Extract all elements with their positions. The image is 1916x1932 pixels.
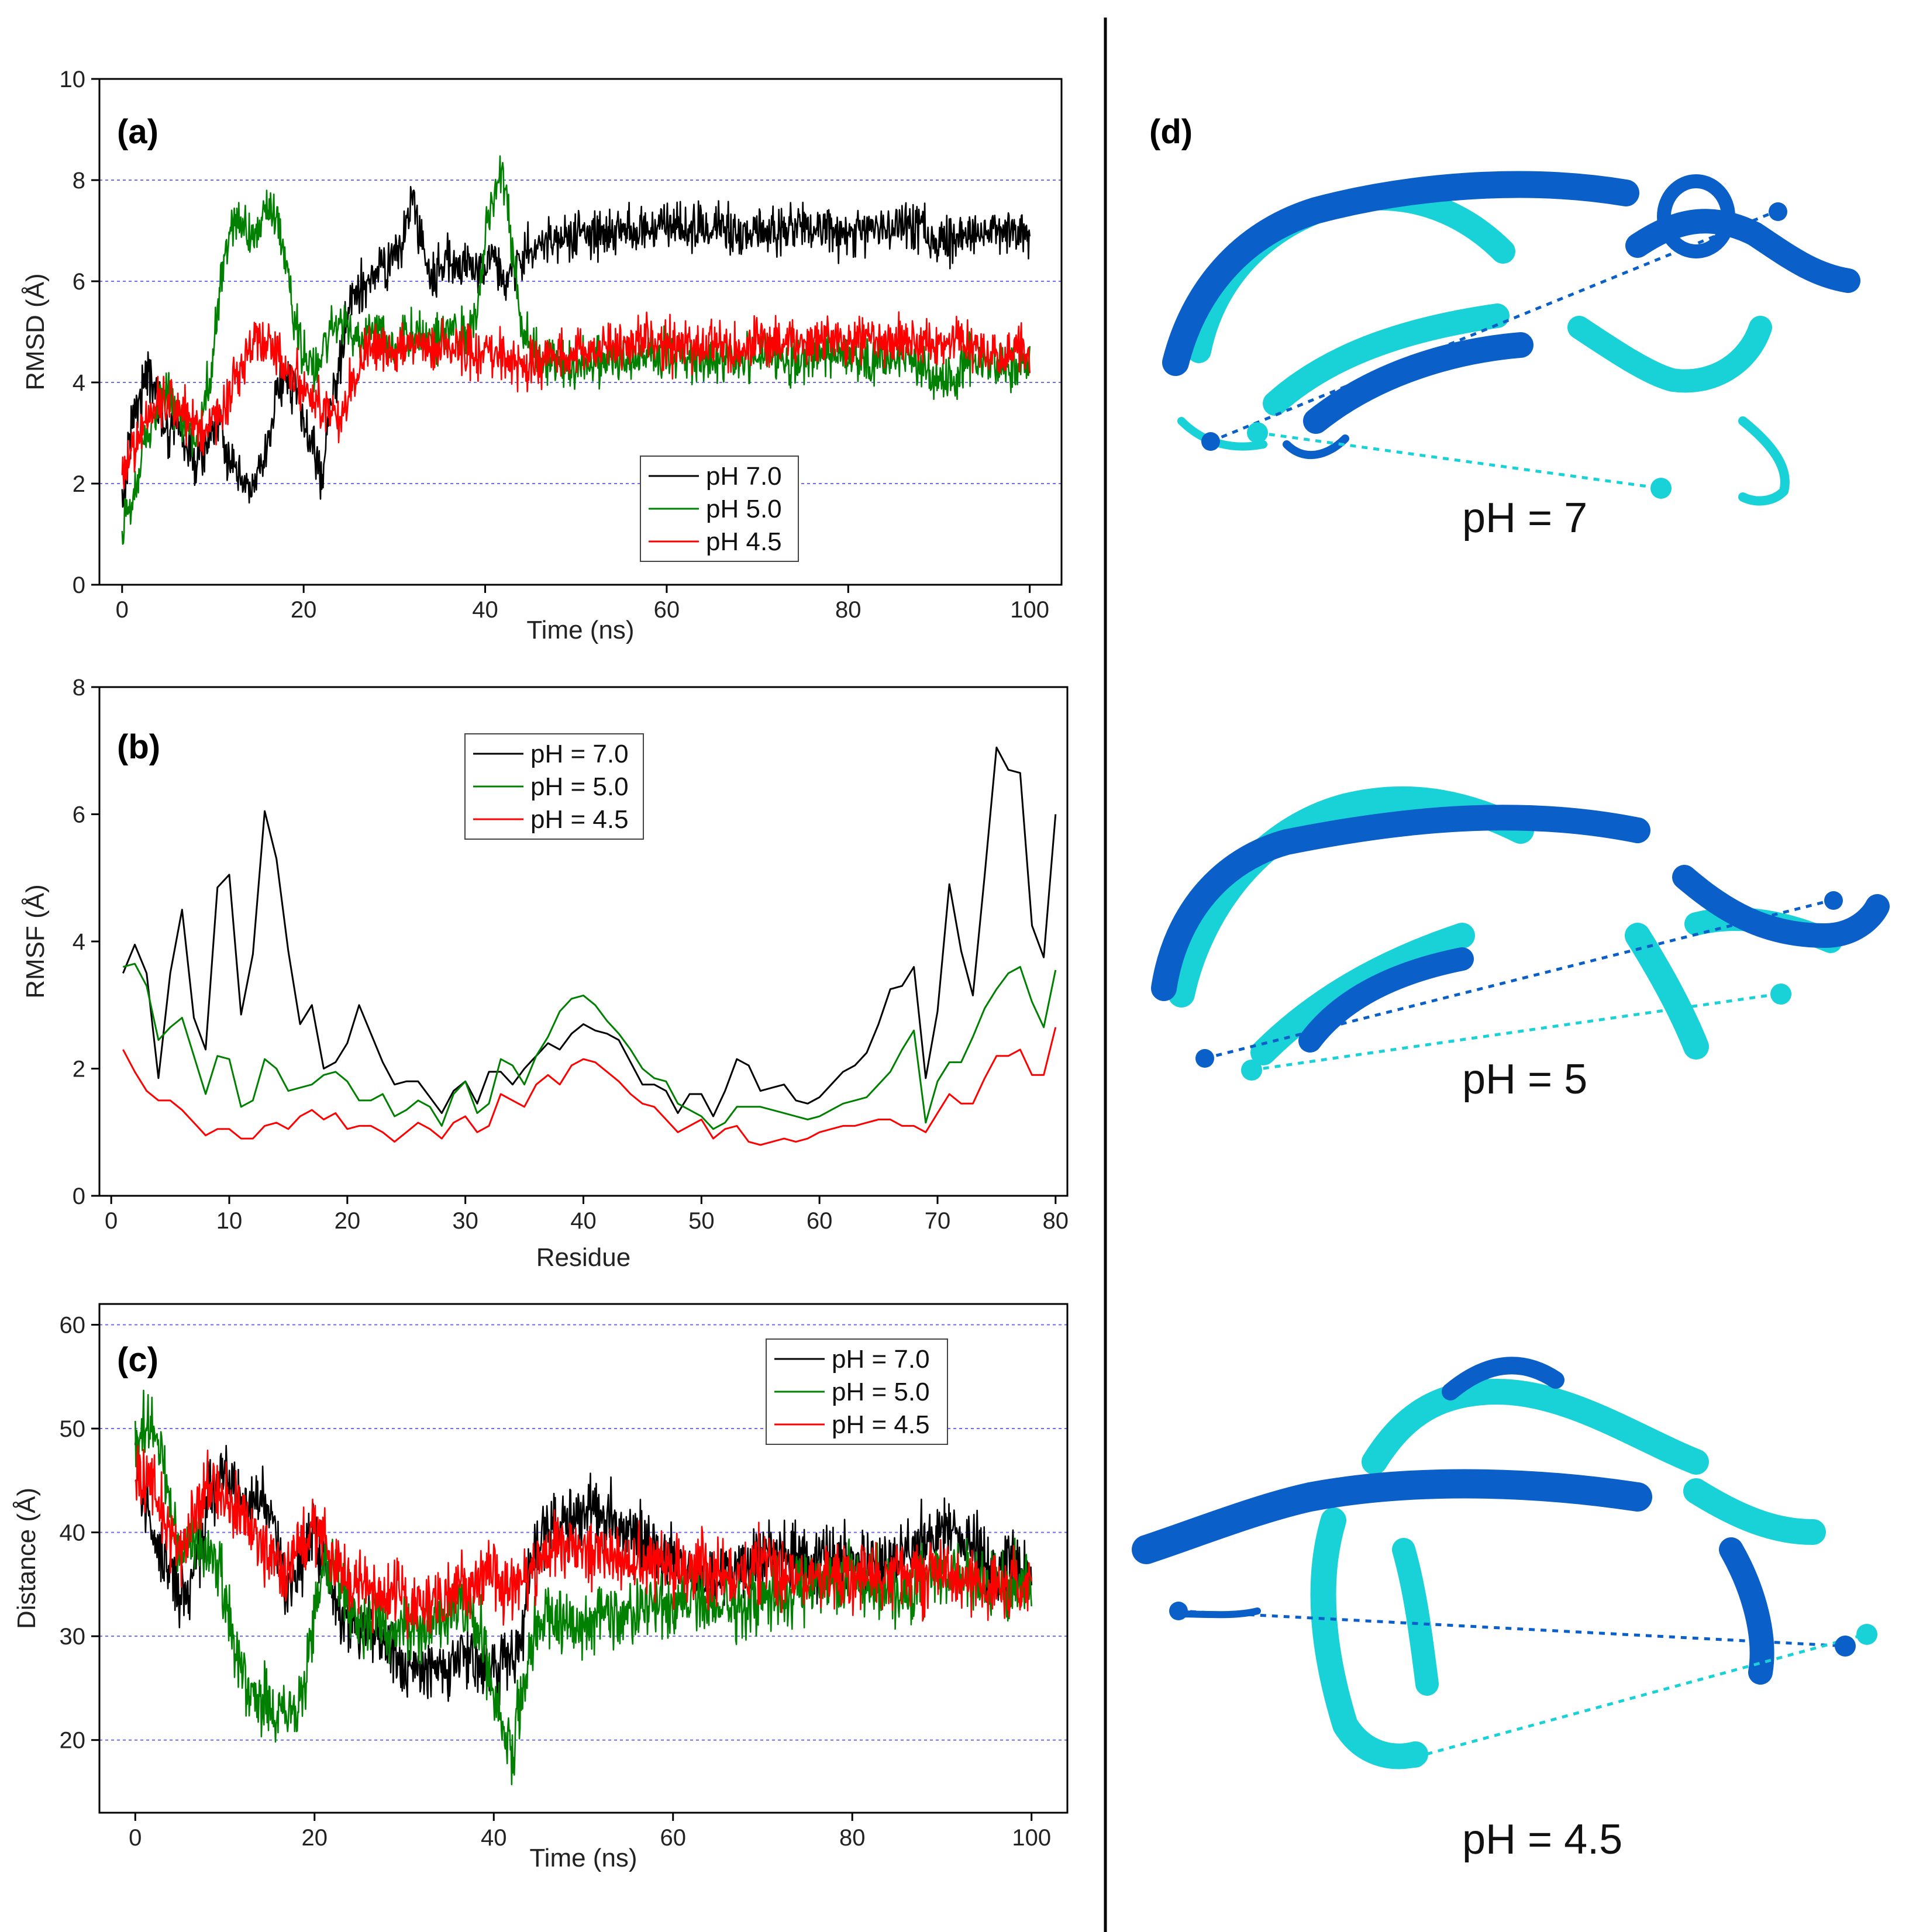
ca-marker-cyan-ph5-a — [1241, 1060, 1262, 1081]
chart-legend: pH = 7.0 pH = 5.0 pH = 4.5 — [766, 1338, 948, 1445]
y-tick-label: 50 — [60, 1416, 86, 1442]
ca-marker-cyan-ph5-b — [1770, 984, 1791, 1005]
x-tick-label: 40 — [481, 1825, 507, 1851]
series-line-ph-7-0 — [135, 1434, 1032, 1706]
structures-panel-label: (d) — [1149, 113, 1193, 151]
x-tick-label: 80 — [835, 597, 861, 623]
x-tick-label: 60 — [654, 597, 680, 623]
x-axis-label: Time (ns) — [526, 616, 634, 644]
y-tick-label: 4 — [73, 370, 85, 396]
y-tick-label: 6 — [73, 802, 85, 828]
distance-line-dark-ph7 — [1210, 209, 1779, 443]
ca-marker-dark-ph5-a — [1195, 1049, 1214, 1068]
ca-marker-cyan-ph45-a — [1405, 1747, 1426, 1768]
x-tick-label: 20 — [335, 1208, 361, 1234]
x-tick-label: 30 — [452, 1208, 478, 1234]
distance-line-cyan-ph7 — [1257, 431, 1662, 490]
y-tick-label: 2 — [73, 471, 85, 497]
y-axis-label: Distance (Å) — [12, 1488, 41, 1629]
legend-entry: pH = 5.0 — [832, 1378, 930, 1406]
chart-legend: pH = 7.0 pH = 5.0 pH = 4.5 — [464, 733, 644, 840]
ca-marker-cyan-ph7-b — [1650, 478, 1672, 499]
protein-structure-ph45: pH = 4.5 — [1132, 1357, 1877, 1863]
x-tick-label: 20 — [291, 597, 317, 623]
legend-entry: pH 4.5 — [706, 527, 782, 556]
legend-entry: pH = 4.5 — [530, 805, 629, 834]
rmsf-chart: 0 10 20 30 40 50 60 70 80 0 2 4 6 8 Residue RMSF (Å) (b)… — [21, 675, 1069, 1272]
x-tick-label: 40 — [570, 1208, 597, 1234]
x-tick-label: 80 — [839, 1825, 866, 1851]
x-tick-label: 0 — [116, 597, 129, 623]
helix-dark-ph5 — [1151, 805, 1890, 1053]
series-line-ph-4-5 — [135, 1444, 1032, 1640]
distance-line-dark-ph5 — [1204, 899, 1831, 1060]
x-tick-label: 100 — [1012, 1825, 1051, 1851]
structure-caption-ph5: pH = 5 — [1462, 1056, 1587, 1103]
chart-legend: pH 7.0 pH 5.0 pH 4.5 — [640, 456, 799, 562]
y-tick-label: 4 — [73, 929, 85, 955]
panel-label: (c) — [117, 1341, 158, 1379]
distance-line-cyan-ph45 — [1415, 1633, 1866, 1759]
x-tick-label: 40 — [472, 597, 498, 623]
legend-entry: pH = 5.0 — [530, 772, 629, 801]
x-tick-label: 60 — [660, 1825, 686, 1851]
legend-entry: pH = 7.0 — [832, 1345, 930, 1374]
ca-marker-dark-ph7-a — [1201, 432, 1220, 451]
ca-marker-dark-ph7-b — [1769, 202, 1787, 221]
series-line-ph-5-0 — [123, 962, 1057, 1130]
plot-frame — [98, 78, 1063, 586]
x-tick-label: 80 — [1043, 1208, 1069, 1234]
y-tick-label: 0 — [73, 572, 85, 598]
series-line-ph-4-5 — [121, 311, 1031, 489]
y-tick-label: 20 — [60, 1728, 86, 1754]
structure-caption-ph45: pH = 4.5 — [1462, 1816, 1622, 1863]
x-tick-label: 10 — [216, 1208, 243, 1234]
y-tick-label: 8 — [73, 675, 85, 701]
y-tick-label: 8 — [73, 168, 85, 194]
x-tick-label: 70 — [925, 1208, 951, 1234]
panel-label: (a) — [117, 113, 158, 151]
structures-panel: (d) pH = 7 — [1132, 113, 1890, 1863]
ca-marker-cyan-ph7-a — [1247, 422, 1268, 443]
x-tick-label: 60 — [807, 1208, 833, 1234]
y-axis-label: RMSD (Å) — [21, 273, 50, 390]
x-tick-label: 100 — [1010, 597, 1049, 623]
legend-entry: pH 7.0 — [706, 462, 782, 491]
structure-caption-ph7: pH = 7 — [1462, 495, 1587, 541]
y-tick-label: 60 — [60, 1313, 86, 1338]
y-tick-label: 2 — [73, 1057, 85, 1082]
x-tick-label: 0 — [129, 1825, 142, 1851]
x-axis-label: Time (ns) — [529, 1844, 637, 1872]
series-line-ph-7-0 — [122, 746, 1057, 1117]
ca-marker-dark-ph45-b — [1835, 1636, 1856, 1657]
plot-frame — [98, 1303, 1069, 1814]
protein-structure-ph5: pH = 5 — [1151, 786, 1890, 1103]
y-tick-label: 30 — [60, 1624, 86, 1650]
series-line-ph-7-0 — [121, 186, 1031, 508]
y-tick-label: 10 — [60, 67, 86, 92]
protein-structure-ph7: pH = 7 — [1162, 171, 1860, 541]
series-line-ph-4-5 — [122, 1027, 1057, 1146]
legend-entry: pH = 4.5 — [832, 1410, 930, 1439]
ca-marker-dark-ph45-a — [1169, 1602, 1188, 1620]
legend-entry: pH 5.0 — [706, 495, 782, 523]
y-tick-label: 0 — [73, 1184, 85, 1209]
distance-chart: 0 20 40 60 80 100 20 30 40 50 60 Time (ns) Distance … — [12, 1303, 1069, 1872]
legend-entry: pH = 7.0 — [530, 740, 629, 768]
ca-marker-dark-ph5-b — [1824, 891, 1843, 910]
panel-label: (b) — [117, 728, 160, 766]
x-tick-label: 20 — [302, 1825, 328, 1851]
x-axis-label: Residue — [536, 1243, 630, 1272]
helix-cyan-ph45 — [1310, 1379, 1826, 1769]
x-tick-label: 50 — [688, 1208, 715, 1234]
y-tick-label: 6 — [73, 269, 85, 295]
y-axis-label: RMSF (Å) — [21, 884, 50, 999]
x-tick-label: 0 — [105, 1208, 118, 1234]
rmsd-chart: 0 20 40 60 80 100 0 2 4 6 8 10 Time (ns) RMSD (Å) (a) p… — [21, 67, 1063, 644]
helix-dark-ph7 — [1162, 171, 1860, 460]
ca-marker-cyan-ph45-b — [1856, 1624, 1877, 1645]
y-tick-label: 40 — [60, 1520, 86, 1546]
